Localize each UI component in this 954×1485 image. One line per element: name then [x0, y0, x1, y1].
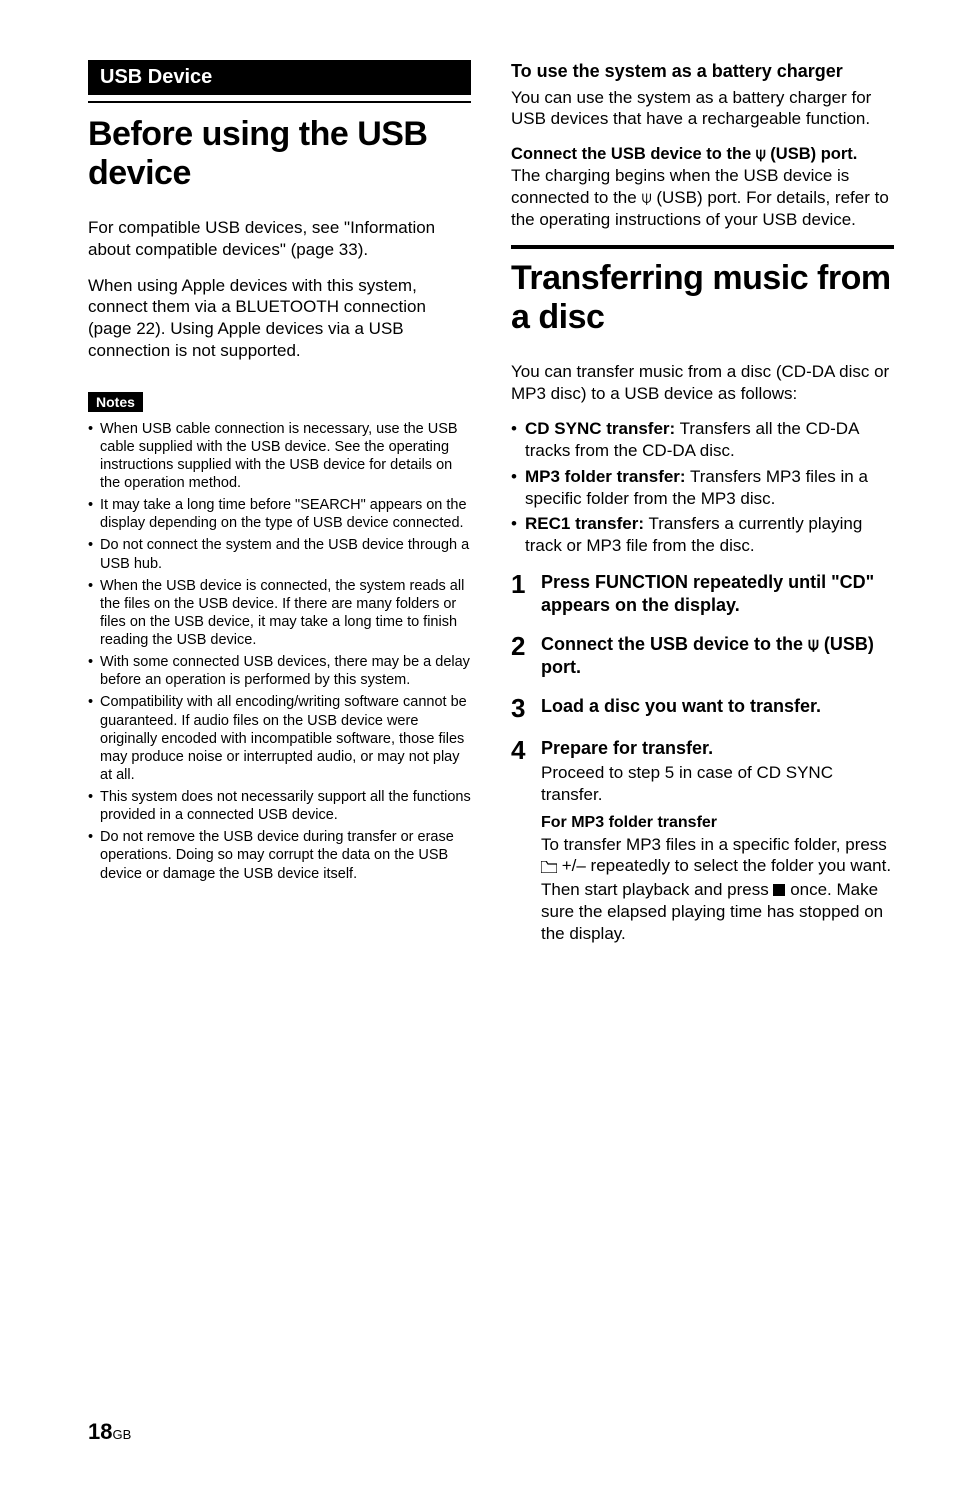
step-body: Press FUNCTION repeatedly until "CD" app…	[541, 571, 894, 617]
rule-thick	[511, 245, 894, 249]
feature-item: MP3 folder transfer: Transfers MP3 files…	[511, 466, 894, 510]
step-subtext-a: To transfer MP3 files in a specific fold…	[541, 835, 887, 854]
section-tab: USB Device	[88, 60, 471, 95]
notes-label: Notes	[88, 392, 143, 412]
charger-body: You can use the system as a battery char…	[511, 87, 894, 131]
stop-icon	[773, 884, 785, 896]
connect-line-b: (USB) port.	[766, 145, 858, 163]
step-4: 4 Prepare for transfer. Proceed to step …	[511, 737, 894, 944]
page-title-right: Transferring music from a disc	[511, 259, 894, 337]
intro-1: For compatible USB devices, see "Informa…	[88, 217, 471, 261]
feature-item: CD SYNC transfer: Transfers all the CD-D…	[511, 418, 894, 462]
step-title-a: Connect the USB device to the	[541, 634, 808, 654]
note-item: Do not connect the system and the USB de…	[88, 536, 471, 572]
step-number: 3	[511, 695, 531, 721]
left-column: USB Device Before using the USB device F…	[88, 60, 471, 960]
step-title: Press FUNCTION repeatedly until "CD" app…	[541, 571, 894, 617]
note-item: With some connected USB devices, there m…	[88, 653, 471, 689]
page-suffix: GB	[112, 1427, 131, 1442]
charger-body-2: The charging begins when the USB device …	[511, 165, 894, 230]
rule	[88, 101, 471, 103]
charger-heading: To use the system as a battery charger	[511, 60, 894, 83]
feature-bold: REC1 transfer:	[525, 514, 644, 533]
step-text: Proceed to step 5 in case of CD SYNC tra…	[541, 762, 894, 806]
step-body: Prepare for transfer. Proceed to step 5 …	[541, 737, 894, 944]
step-subheading: For MP3 folder transfer	[541, 814, 894, 832]
note-item: Compatibility with all encoding/writing …	[88, 693, 471, 784]
page: USB Device Before using the USB device F…	[0, 0, 954, 1485]
page-title-left: Before using the USB device	[88, 115, 471, 193]
step-body: Load a disc you want to transfer.	[541, 695, 894, 721]
step-1: 1 Press FUNCTION repeatedly until "CD" a…	[511, 571, 894, 617]
step-number: 4	[511, 737, 531, 944]
page-footer: 18GB	[88, 1419, 131, 1445]
feature-item: REC1 transfer: Transfers a currently pla…	[511, 513, 894, 557]
feature-bold: MP3 folder transfer:	[525, 467, 686, 486]
step-title: Connect the USB device to the ⍦ (USB) po…	[541, 633, 894, 679]
steps-list: 1 Press FUNCTION repeatedly until "CD" a…	[511, 571, 894, 944]
step-title: Prepare for transfer.	[541, 737, 894, 760]
intro-3: You can transfer music from a disc (CD-D…	[511, 361, 894, 405]
step-body: Connect the USB device to the ⍦ (USB) po…	[541, 633, 894, 679]
usb-icon: ⍦	[756, 145, 766, 163]
columns: USB Device Before using the USB device F…	[88, 60, 894, 960]
note-item: It may take a long time before "SEARCH" …	[88, 496, 471, 532]
note-item: When USB cable connection is necessary, …	[88, 420, 471, 493]
usb-icon: ⍦	[641, 188, 651, 207]
step-subtext: To transfer MP3 files in a specific fold…	[541, 834, 894, 945]
step-3: 3 Load a disc you want to transfer.	[511, 695, 894, 721]
step-title: Load a disc you want to transfer.	[541, 695, 894, 718]
intro-2: When using Apple devices with this syste…	[88, 275, 471, 362]
connect-line-a: Connect the USB device to the	[511, 145, 756, 163]
usb-icon: ⍦	[808, 634, 819, 654]
notes-list: When USB cable connection is necessary, …	[88, 420, 471, 883]
folder-icon	[541, 857, 557, 879]
connect-line: Connect the USB device to the ⍦ (USB) po…	[511, 144, 894, 165]
right-column: To use the system as a battery charger Y…	[511, 60, 894, 960]
feature-bold: CD SYNC transfer:	[525, 419, 675, 438]
note-item: When the USB device is connected, the sy…	[88, 577, 471, 650]
step-2: 2 Connect the USB device to the ⍦ (USB) …	[511, 633, 894, 679]
feature-list: CD SYNC transfer: Transfers all the CD-D…	[511, 418, 894, 557]
page-number: 18	[88, 1419, 112, 1444]
step-number: 2	[511, 633, 531, 679]
step-number: 1	[511, 571, 531, 617]
note-item: Do not remove the USB device during tran…	[88, 828, 471, 882]
note-item: This system does not necessarily support…	[88, 788, 471, 824]
